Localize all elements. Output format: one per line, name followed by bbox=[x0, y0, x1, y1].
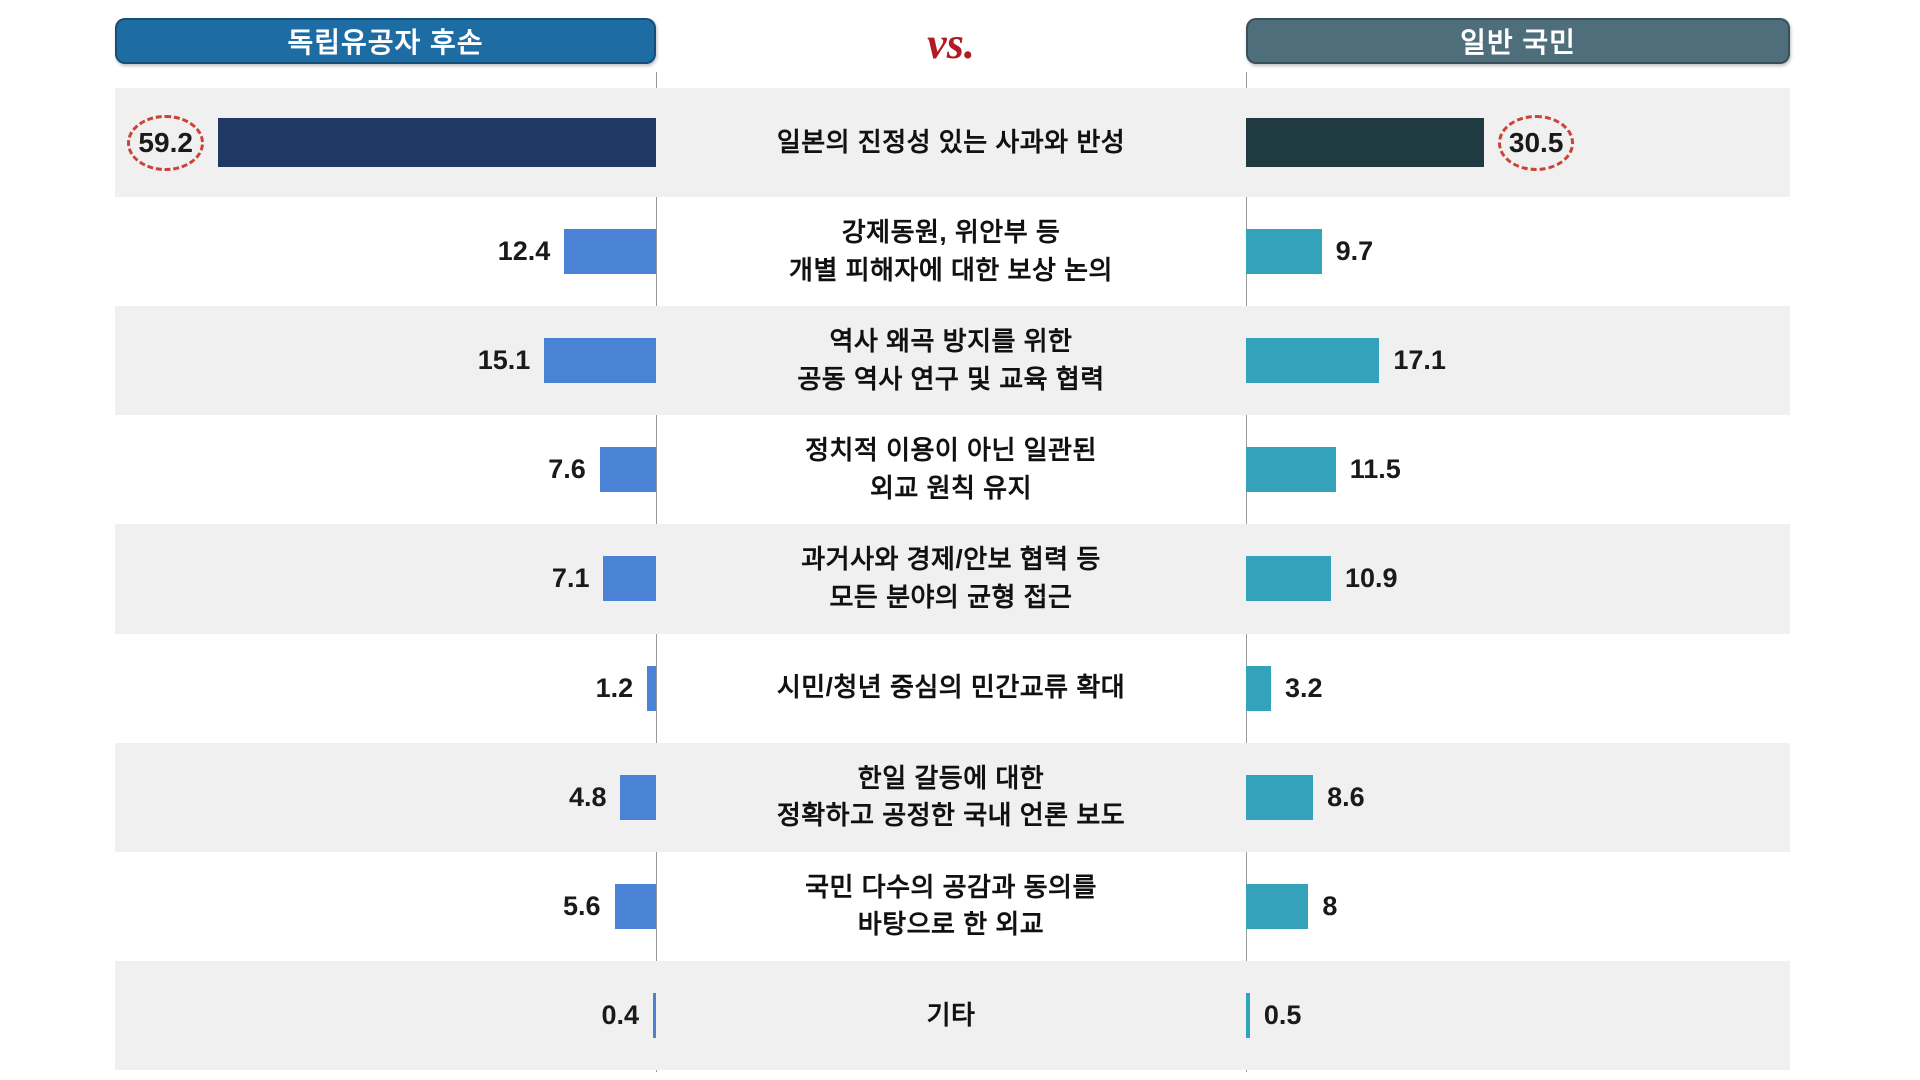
right-value-label: 30.5 bbox=[1497, 114, 1575, 171]
right-bar bbox=[1246, 774, 1314, 820]
right-value-label: 9.7 bbox=[1335, 236, 1374, 267]
right-bar-cell: 17.1 bbox=[1246, 306, 1790, 415]
right-bar bbox=[1246, 447, 1336, 493]
left-value-label: 1.2 bbox=[595, 672, 634, 703]
left-bar bbox=[603, 556, 656, 602]
right-value-label: 0.5 bbox=[1263, 999, 1302, 1030]
right-bar bbox=[1246, 556, 1332, 602]
left-bar-cell: 59.2 bbox=[115, 88, 656, 197]
right-group-header: 일반 국민 bbox=[1246, 18, 1790, 64]
right-bar-cell: 0.5 bbox=[1246, 961, 1790, 1070]
category-label: 일본의 진정성 있는 사과와 반성 bbox=[776, 126, 1126, 157]
category-label: 기타 bbox=[926, 999, 976, 1030]
left-value-label: 4.8 bbox=[568, 781, 607, 812]
left-bar bbox=[564, 229, 656, 275]
right-bar-cell: 8.6 bbox=[1246, 743, 1790, 852]
left-bar-cell: 7.6 bbox=[115, 415, 656, 524]
left-bar-cell: 5.6 bbox=[115, 852, 656, 961]
right-value-label: 3.2 bbox=[1284, 672, 1323, 703]
chart-row: 15.1 역사 왜곡 방지를 위한 공동 역사 연구 및 교육 협력 17.1 bbox=[115, 306, 1790, 416]
chart-row: 5.6 국민 다수의 공감과 동의를 바탕으로 한 외교 8 bbox=[115, 852, 1790, 961]
chart-header: 독립유공자 후손 vs. 일반 국민 bbox=[115, 18, 1790, 68]
left-value-label: 7.6 bbox=[548, 454, 586, 485]
left-value-label: 59.2 bbox=[127, 114, 204, 171]
right-bar bbox=[1246, 229, 1322, 275]
left-bar bbox=[599, 447, 656, 493]
chart-row: 1.2 시민/청년 중심의 민간교류 확대 3.2 bbox=[115, 634, 1790, 743]
left-bar-cell: 4.8 bbox=[115, 743, 656, 852]
right-bar-cell: 8 bbox=[1246, 852, 1790, 961]
chart-row: 59.2 일본의 진정성 있는 사과와 반성 30.5 bbox=[115, 88, 1790, 198]
left-bar bbox=[217, 118, 656, 168]
category-label: 한일 갈등에 대한 정확하고 공정한 국내 언론 보도 bbox=[776, 762, 1126, 831]
right-value-label: 10.9 bbox=[1345, 563, 1398, 594]
category-label: 강제동원, 위안부 등 개별 피해자에 대한 보상 논의 bbox=[789, 216, 1113, 285]
chart-row: 7.6 정치적 이용이 아닌 일관된 외교 원칙 유지 11.5 bbox=[115, 415, 1790, 524]
left-value-label: 12.4 bbox=[497, 236, 551, 267]
right-value-label: 17.1 bbox=[1393, 345, 1446, 376]
left-bar bbox=[647, 665, 656, 711]
category-label: 국민 다수의 공감과 동의를 바탕으로 한 외교 bbox=[805, 871, 1097, 940]
right-bar-cell: 3.2 bbox=[1246, 634, 1790, 743]
right-value-label: 8.6 bbox=[1327, 781, 1365, 812]
left-bar-cell: 0.4 bbox=[115, 961, 656, 1070]
left-bar bbox=[614, 883, 656, 929]
left-bar-cell: 7.1 bbox=[115, 524, 656, 633]
left-bar bbox=[653, 992, 656, 1038]
chart-row: 7.1 과거사와 경제/안보 협력 등 모든 분야의 균형 접근 10.9 bbox=[115, 524, 1790, 634]
right-value-label: 11.5 bbox=[1349, 454, 1401, 485]
category-label: 역사 왜곡 방지를 위한 공동 역사 연구 및 교육 협력 bbox=[797, 326, 1105, 394]
right-bar-cell: 9.7 bbox=[1246, 197, 1790, 306]
right-value-label: 8 bbox=[1322, 890, 1338, 921]
chart-row: 0.4 기타 0.5 bbox=[115, 960, 1790, 1070]
right-bar bbox=[1246, 118, 1484, 168]
left-value-label: 0.4 bbox=[601, 999, 640, 1030]
left-value-label: 5.6 bbox=[563, 890, 601, 921]
right-bar bbox=[1246, 883, 1309, 929]
left-group-header: 독립유공자 후손 bbox=[115, 18, 656, 64]
category-label: 과거사와 경제/안보 협력 등 모든 분야의 균형 접근 bbox=[801, 544, 1101, 612]
right-bar-cell: 10.9 bbox=[1246, 524, 1790, 633]
right-bar-cell: 30.5 bbox=[1246, 88, 1790, 197]
left-bar bbox=[620, 774, 656, 820]
category-label: 정치적 이용이 아닌 일관된 외교 원칙 유지 bbox=[805, 435, 1097, 503]
right-bar-cell: 11.5 bbox=[1246, 415, 1790, 524]
left-bar bbox=[544, 338, 656, 384]
chart-row: 4.8 한일 갈등에 대한 정확하고 공정한 국내 언론 보도 8.6 bbox=[115, 742, 1790, 852]
left-bar-cell: 1.2 bbox=[115, 634, 656, 743]
left-value-label: 15.1 bbox=[477, 345, 531, 376]
versus-label: vs. bbox=[927, 19, 975, 68]
left-bar-cell: 15.1 bbox=[115, 306, 656, 415]
category-label: 시민/청년 중심의 민간교류 확대 bbox=[776, 672, 1126, 703]
right-bar bbox=[1246, 992, 1250, 1038]
left-value-label: 7.1 bbox=[551, 563, 590, 594]
chart-rows: 59.2 일본의 진정성 있는 사과와 반성 30.5 12.4 강제동원, 위… bbox=[115, 88, 1790, 1070]
left-bar-cell: 12.4 bbox=[115, 197, 656, 306]
chart-content: 독립유공자 후손 vs. 일반 국민 59.2 일본의 진정성 있는 사과와 반… bbox=[115, 0, 1790, 1080]
chart-row: 12.4 강제동원, 위안부 등 개별 피해자에 대한 보상 논의 9.7 bbox=[115, 197, 1790, 306]
right-bar bbox=[1246, 665, 1271, 711]
right-bar bbox=[1246, 338, 1380, 384]
